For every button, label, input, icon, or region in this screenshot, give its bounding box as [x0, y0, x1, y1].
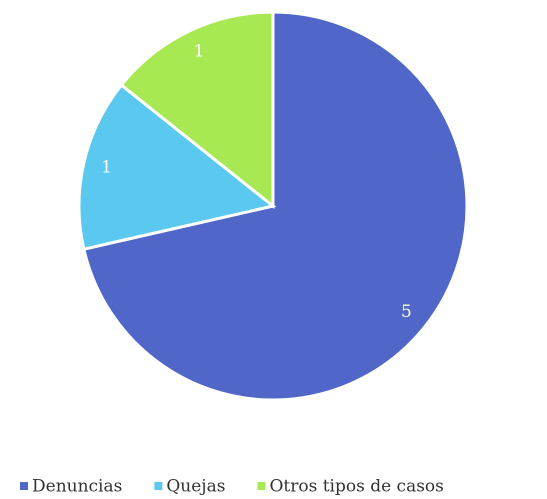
legend-swatch: [154, 482, 163, 490]
legend-label: Otros tipos de casos: [269, 477, 443, 497]
data-label: 1: [194, 42, 205, 62]
legend-label: Denuncias: [32, 477, 122, 497]
legend-swatch: [257, 482, 266, 490]
data-label: 1: [101, 158, 112, 178]
legend-swatch: [20, 482, 28, 490]
pie-slice: [119, 10, 275, 210]
data-label: 5: [401, 302, 412, 322]
pie-slice: [82, 10, 469, 402]
pie-slice: [77, 82, 277, 251]
legend-label: Quejas: [166, 477, 225, 497]
